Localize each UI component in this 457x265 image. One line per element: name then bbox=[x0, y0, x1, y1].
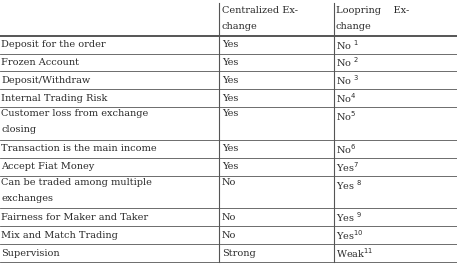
Text: No$^{6}$: No$^{6}$ bbox=[336, 142, 356, 156]
Text: Strong: Strong bbox=[222, 249, 255, 258]
Text: No: No bbox=[222, 178, 236, 187]
Text: Yes: Yes bbox=[222, 76, 238, 85]
Text: Yes: Yes bbox=[222, 40, 238, 49]
Text: Yes: Yes bbox=[222, 144, 238, 153]
Text: Yes: Yes bbox=[222, 162, 238, 171]
Text: Yes: Yes bbox=[222, 109, 238, 118]
Text: Yes$^{7}$: Yes$^{7}$ bbox=[336, 160, 359, 174]
Text: No $^{1}$: No $^{1}$ bbox=[336, 38, 359, 52]
Text: change: change bbox=[222, 22, 257, 31]
Text: Customer loss from exchange: Customer loss from exchange bbox=[1, 109, 149, 118]
Text: No $^{3}$: No $^{3}$ bbox=[336, 73, 359, 87]
Text: No: No bbox=[222, 213, 236, 222]
Text: No$^{5}$: No$^{5}$ bbox=[336, 109, 356, 123]
Text: exchanges: exchanges bbox=[1, 193, 53, 202]
Text: Frozen Account: Frozen Account bbox=[1, 58, 80, 67]
Text: Can be traded among multiple: Can be traded among multiple bbox=[1, 178, 152, 187]
Text: Yes $^{9}$: Yes $^{9}$ bbox=[336, 210, 362, 224]
Text: Mix and Match Trading: Mix and Match Trading bbox=[1, 231, 118, 240]
Text: Weak$^{11}$: Weak$^{11}$ bbox=[336, 246, 373, 260]
Text: Deposit for the order: Deposit for the order bbox=[1, 40, 106, 49]
Text: Centralized Ex-: Centralized Ex- bbox=[222, 6, 298, 15]
Text: Internal Trading Risk: Internal Trading Risk bbox=[1, 94, 108, 103]
Text: closing: closing bbox=[1, 125, 37, 134]
Text: No: No bbox=[222, 231, 236, 240]
Text: Fairness for Maker and Taker: Fairness for Maker and Taker bbox=[1, 213, 149, 222]
Text: Yes$^{10}$: Yes$^{10}$ bbox=[336, 228, 364, 242]
Text: Transaction is the main income: Transaction is the main income bbox=[1, 144, 157, 153]
Text: Yes $^{8}$: Yes $^{8}$ bbox=[336, 178, 362, 192]
Text: No $^{2}$: No $^{2}$ bbox=[336, 56, 359, 69]
Text: Yes: Yes bbox=[222, 58, 238, 67]
Text: No$^{4}$: No$^{4}$ bbox=[336, 91, 356, 105]
Text: Loopring    Ex-: Loopring Ex- bbox=[336, 6, 409, 15]
Text: Supervision: Supervision bbox=[1, 249, 60, 258]
Text: Accept Fiat Money: Accept Fiat Money bbox=[1, 162, 95, 171]
Text: change: change bbox=[336, 22, 372, 31]
Text: Deposit/Withdraw: Deposit/Withdraw bbox=[1, 76, 90, 85]
Text: Yes: Yes bbox=[222, 94, 238, 103]
